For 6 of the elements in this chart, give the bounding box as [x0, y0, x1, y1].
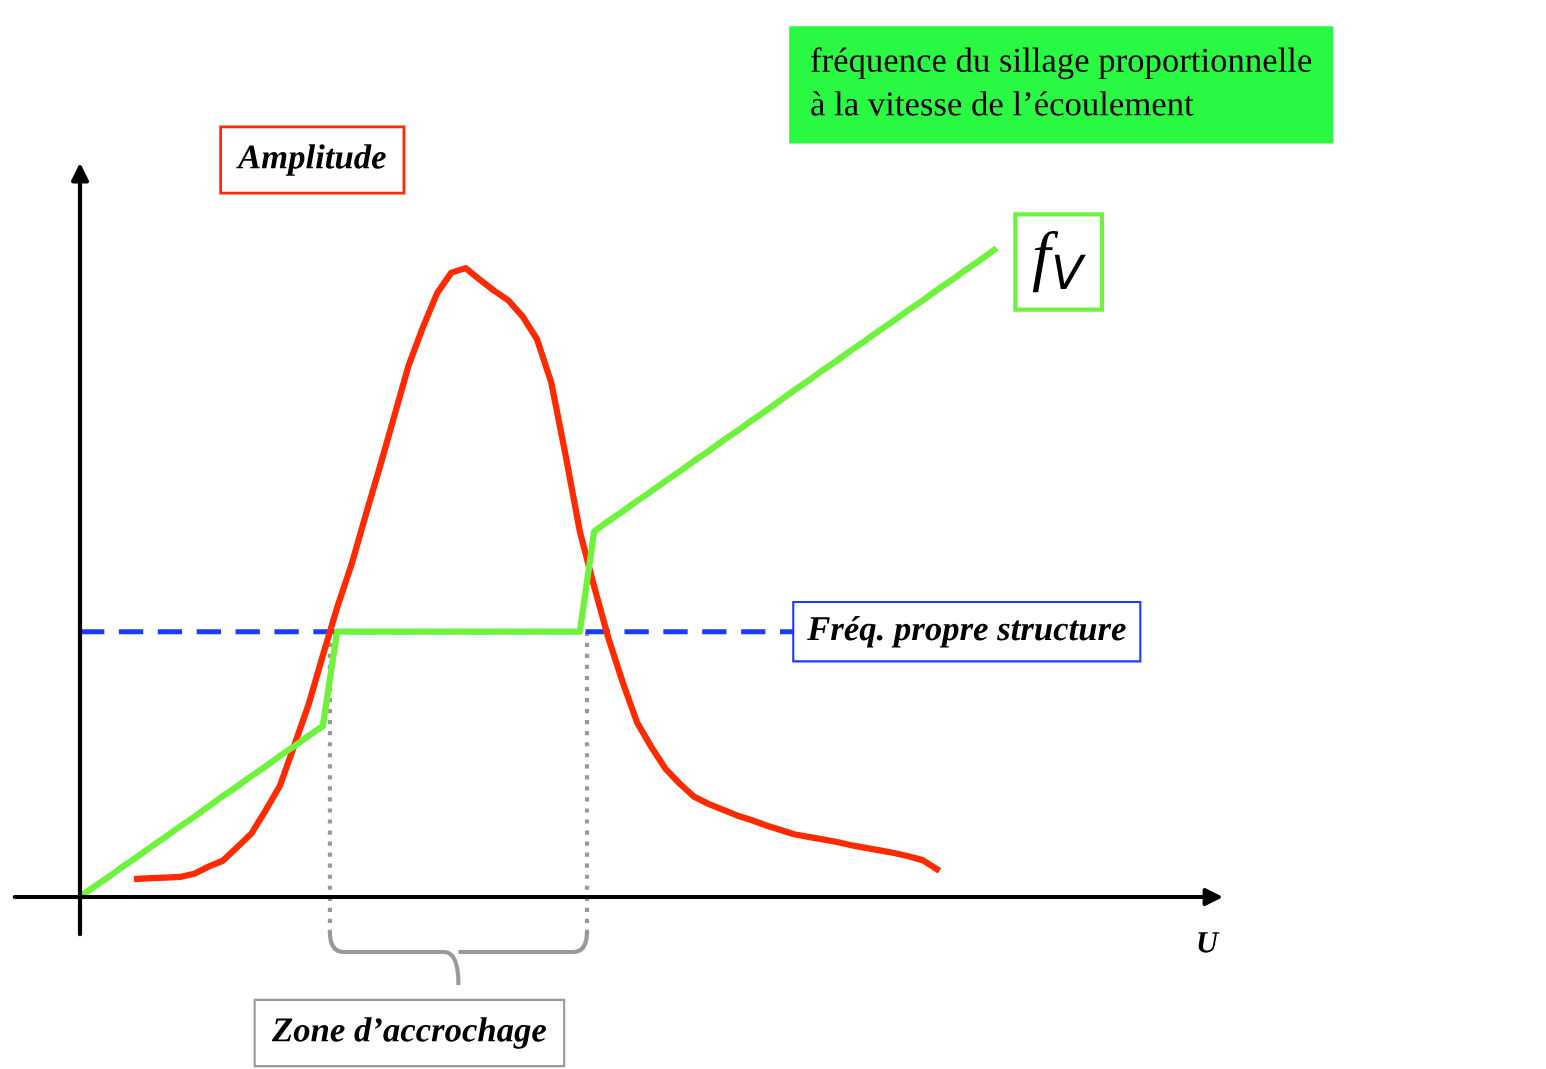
text: fréquence du sillage proportionnelle à la vitesse de l’écoulement	[811, 47, 1312, 116]
text: Zone d’accrochage	[271, 1017, 547, 1049]
ref-line-label: Fréq. propre structure	[807, 615, 1126, 648]
text: Amplitude	[236, 144, 386, 176]
text: f$_{V}$	[1032, 231, 1086, 293]
text: U	[1198, 932, 1220, 953]
